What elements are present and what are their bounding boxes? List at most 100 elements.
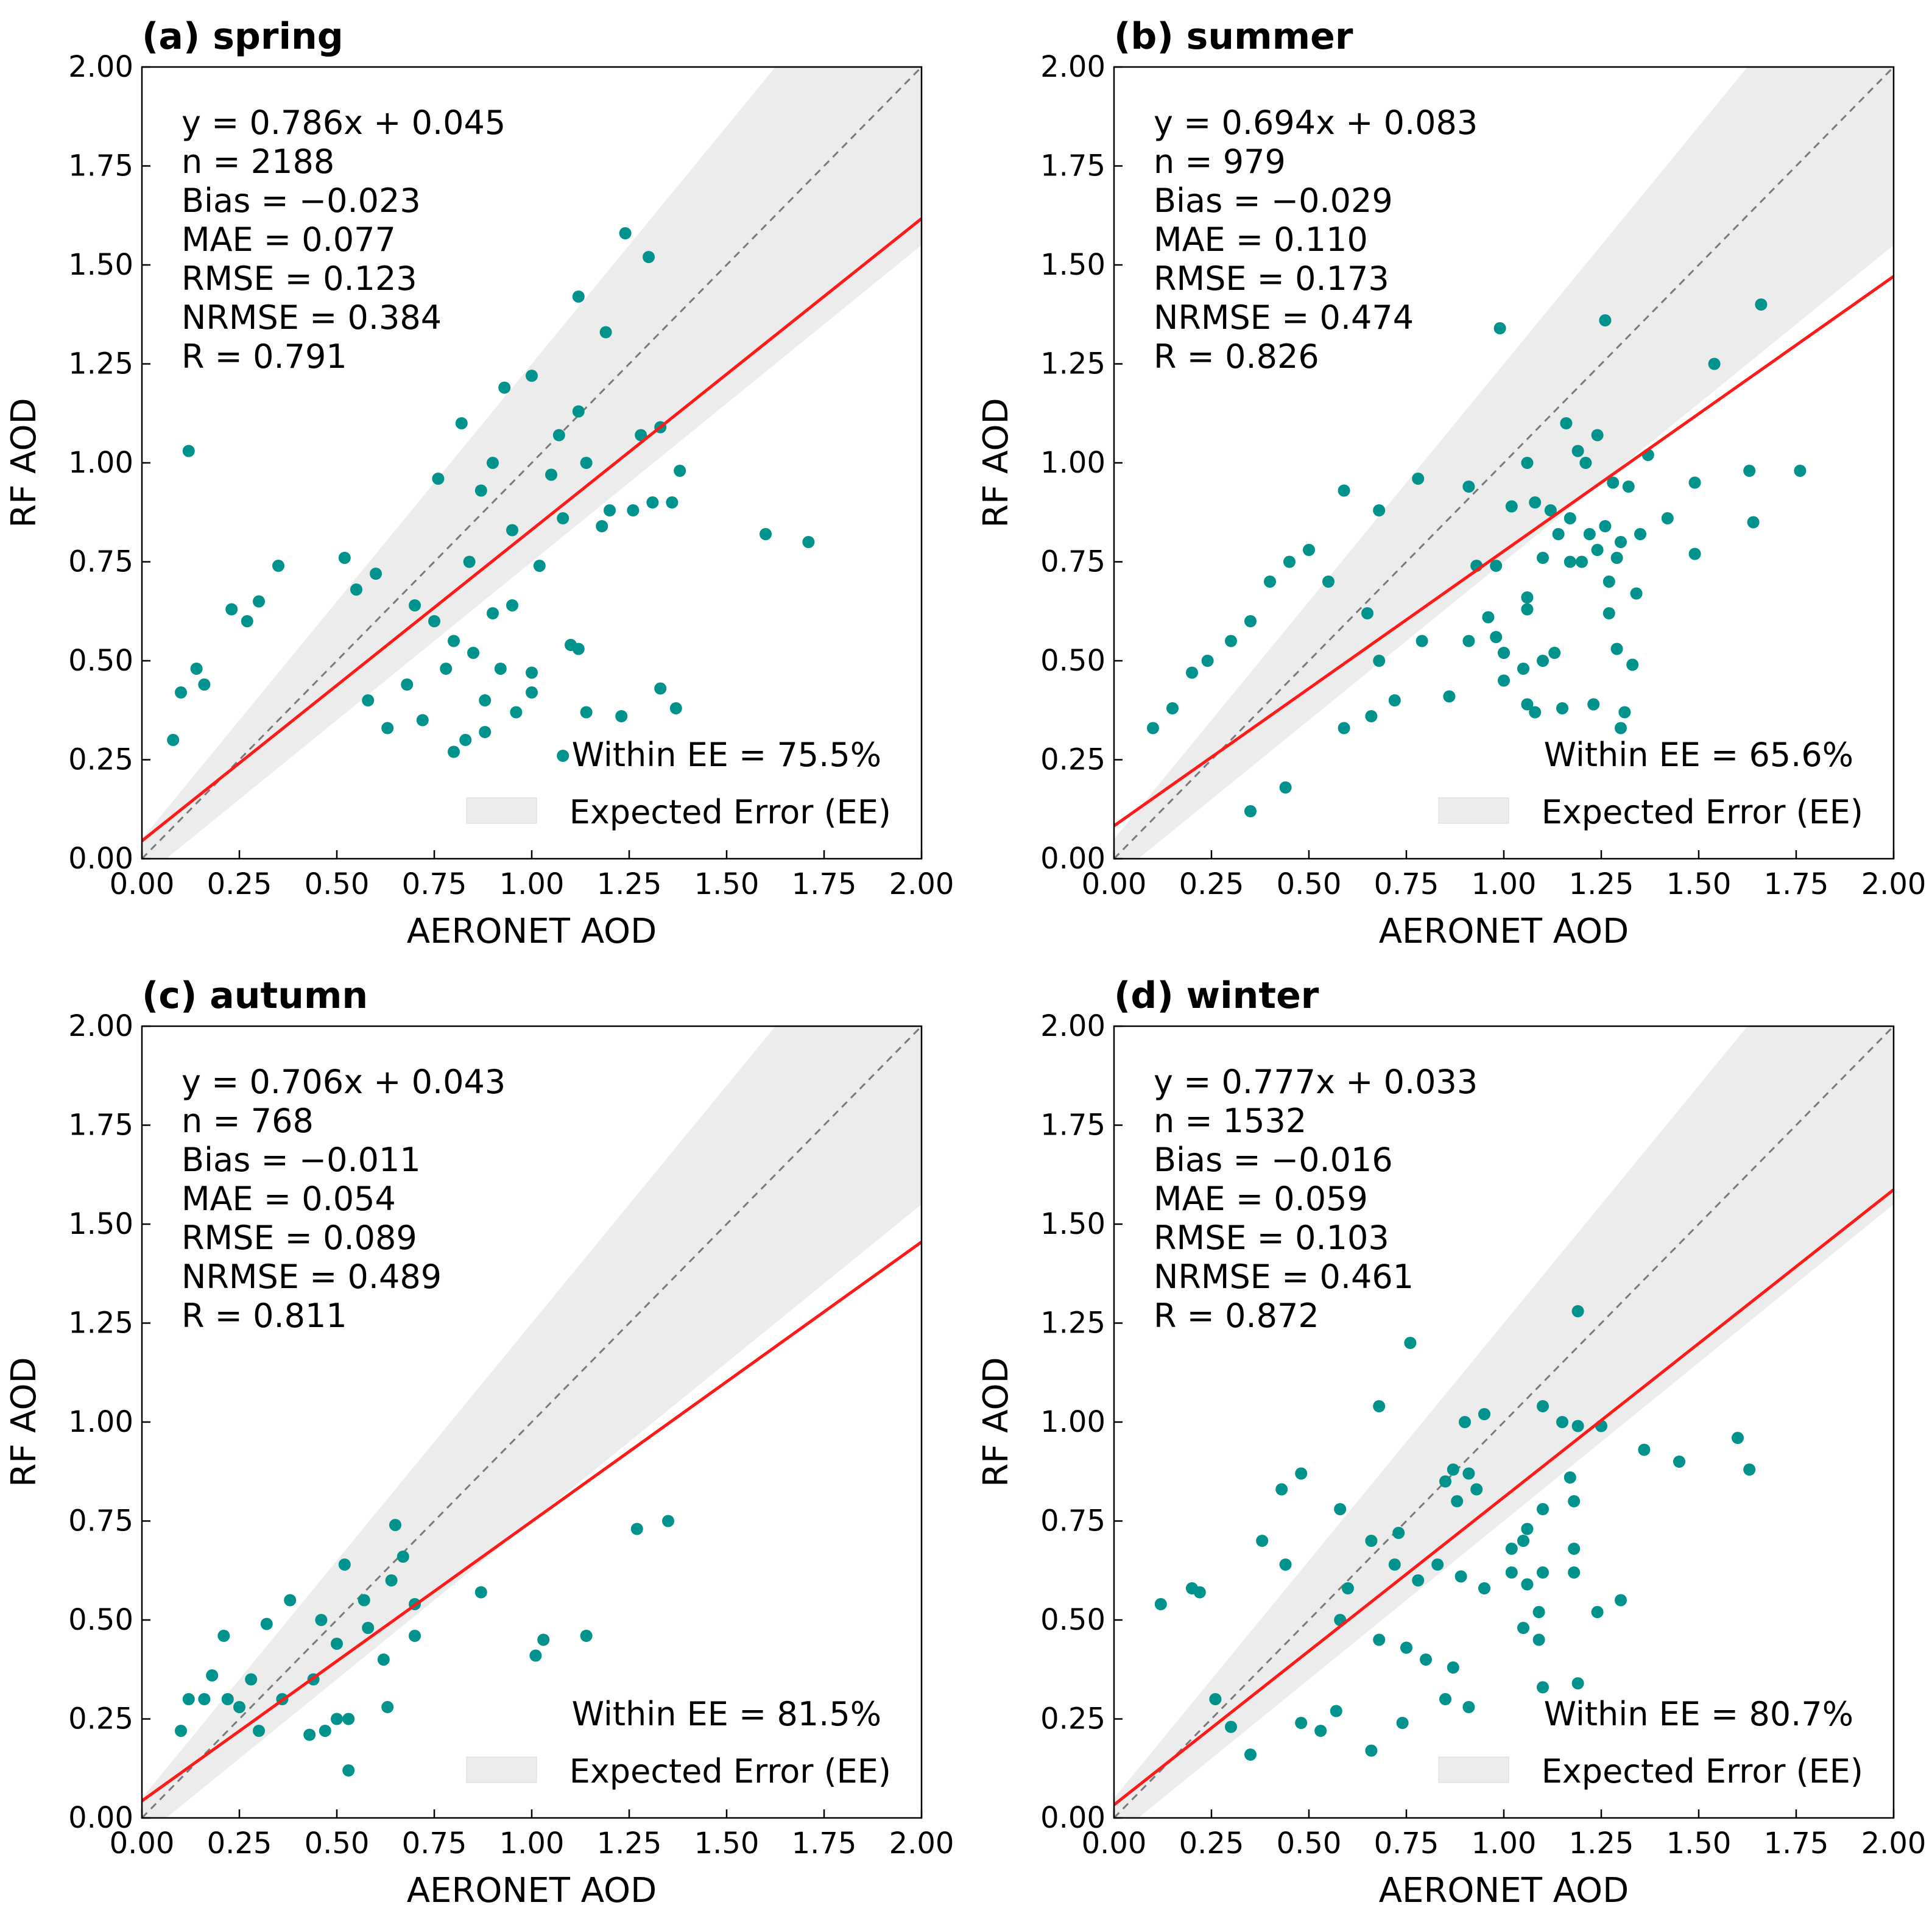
x-tick-label: 1.50 bbox=[694, 867, 760, 901]
data-point bbox=[350, 583, 362, 596]
data-point bbox=[284, 1594, 297, 1607]
data-point bbox=[1521, 457, 1534, 469]
data-point bbox=[506, 599, 518, 611]
data-point bbox=[1275, 1483, 1288, 1496]
legend-label: Expected Error (EE) bbox=[569, 1752, 891, 1791]
x-axis-label: AERONET AOD bbox=[1379, 912, 1629, 951]
data-point bbox=[1571, 1677, 1584, 1689]
data-point bbox=[1622, 481, 1635, 493]
data-point bbox=[1412, 473, 1425, 485]
y-axis-label: RF AOD bbox=[976, 398, 1016, 527]
data-point bbox=[1556, 702, 1568, 714]
data-point bbox=[1373, 655, 1386, 667]
stat-line: R = 0.826 bbox=[1154, 337, 1319, 376]
panel-3: 0.00 0.25 0.50 0.75 1.00 1.25 1.50 1.75 2.00 0.00… bbox=[4, 974, 954, 1905]
data-point bbox=[1392, 1527, 1405, 1539]
stat-line: Bias = −0.011 bbox=[182, 1141, 421, 1179]
data-point bbox=[455, 417, 468, 429]
stat-line: n = 979 bbox=[1154, 143, 1286, 181]
data-point bbox=[1568, 1543, 1581, 1555]
data-point bbox=[1521, 698, 1534, 711]
one-to-one-line bbox=[1114, 67, 1894, 859]
data-point bbox=[1568, 1495, 1581, 1507]
y-tick-label: 0.00 bbox=[68, 1801, 133, 1835]
data-point bbox=[1244, 615, 1257, 627]
data-point bbox=[397, 1551, 409, 1563]
y-tick-label: 2.00 bbox=[68, 1009, 133, 1043]
plot-area bbox=[1114, 1026, 1894, 1818]
data-point bbox=[1532, 1633, 1545, 1646]
data-point bbox=[760, 528, 772, 540]
data-point bbox=[1338, 722, 1350, 734]
data-point bbox=[338, 1558, 351, 1571]
data-point bbox=[1576, 555, 1588, 568]
data-point bbox=[1634, 528, 1646, 540]
data-point bbox=[1338, 484, 1350, 497]
data-point bbox=[1618, 706, 1631, 719]
stat-line: n = 2188 bbox=[182, 143, 334, 181]
panel-title: (c) autumn bbox=[142, 974, 368, 1017]
data-point bbox=[1537, 1566, 1549, 1579]
data-point bbox=[448, 635, 460, 647]
data-point bbox=[459, 734, 472, 746]
data-point bbox=[448, 745, 460, 758]
x-tick-label: 0.50 bbox=[1277, 867, 1342, 901]
x-tick-label: 0.25 bbox=[207, 867, 272, 901]
within-ee-text: Within EE = 80.7% bbox=[1544, 1695, 1853, 1733]
plot-area bbox=[142, 67, 922, 859]
data-point bbox=[1517, 1622, 1529, 1634]
data-point bbox=[245, 1673, 258, 1686]
legend-swatch bbox=[466, 797, 537, 824]
data-point bbox=[217, 1630, 230, 1642]
data-point bbox=[1388, 1558, 1401, 1571]
data-point bbox=[1186, 666, 1198, 679]
data-point bbox=[1279, 1558, 1292, 1571]
data-point bbox=[572, 291, 585, 303]
data-point bbox=[1482, 611, 1495, 624]
stat-line: y = 0.694x + 0.083 bbox=[1154, 104, 1478, 142]
data-point bbox=[557, 750, 569, 762]
data-point bbox=[1279, 781, 1292, 794]
plot-area bbox=[1114, 67, 1894, 859]
stat-line: R = 0.872 bbox=[1154, 1297, 1319, 1335]
data-point bbox=[487, 607, 499, 619]
data-point bbox=[1166, 702, 1179, 714]
x-tick-label: 2.00 bbox=[889, 1826, 954, 1861]
legend-swatch bbox=[466, 1756, 537, 1783]
data-point bbox=[580, 457, 593, 469]
data-point bbox=[1615, 1594, 1627, 1607]
data-point bbox=[1517, 1535, 1529, 1547]
data-point bbox=[1794, 465, 1807, 477]
stat-line: R = 0.811 bbox=[182, 1297, 347, 1335]
stat-line: MAE = 0.110 bbox=[1154, 220, 1368, 259]
data-point bbox=[506, 524, 518, 537]
stat-line: NRMSE = 0.474 bbox=[1154, 298, 1414, 337]
x-tick-label: 1.75 bbox=[792, 1826, 857, 1861]
data-point bbox=[474, 484, 487, 497]
panel-1: 0.00 0.25 0.50 0.75 1.00 1.25 1.50 1.75 2.00 0.00… bbox=[4, 15, 954, 951]
data-point bbox=[1264, 576, 1276, 588]
stat-line: y = 0.706x + 0.043 bbox=[182, 1063, 506, 1101]
data-point bbox=[674, 465, 686, 477]
x-tick-label: 1.50 bbox=[1666, 867, 1732, 901]
y-tick-label: 0.75 bbox=[68, 545, 133, 579]
stat-line: R = 0.791 bbox=[182, 337, 347, 376]
data-point bbox=[599, 326, 612, 339]
y-axis-label: RF AOD bbox=[976, 1357, 1016, 1487]
data-point bbox=[432, 473, 445, 485]
data-point bbox=[596, 520, 608, 532]
data-point bbox=[1462, 481, 1475, 493]
data-point bbox=[1314, 1725, 1327, 1737]
data-point bbox=[1201, 655, 1214, 667]
y-tick-label: 1.00 bbox=[68, 1405, 133, 1439]
data-point bbox=[1599, 520, 1612, 532]
y-tick-label: 0.00 bbox=[1040, 842, 1105, 876]
data-point bbox=[557, 512, 569, 524]
x-tick-label: 1.25 bbox=[597, 1826, 662, 1861]
y-tick-label: 1.00 bbox=[1040, 446, 1105, 480]
data-point bbox=[1552, 528, 1565, 540]
x-tick-label: 2.00 bbox=[1861, 1826, 1927, 1861]
data-point bbox=[362, 694, 375, 706]
data-point bbox=[1626, 658, 1639, 671]
data-point bbox=[1404, 1337, 1417, 1349]
